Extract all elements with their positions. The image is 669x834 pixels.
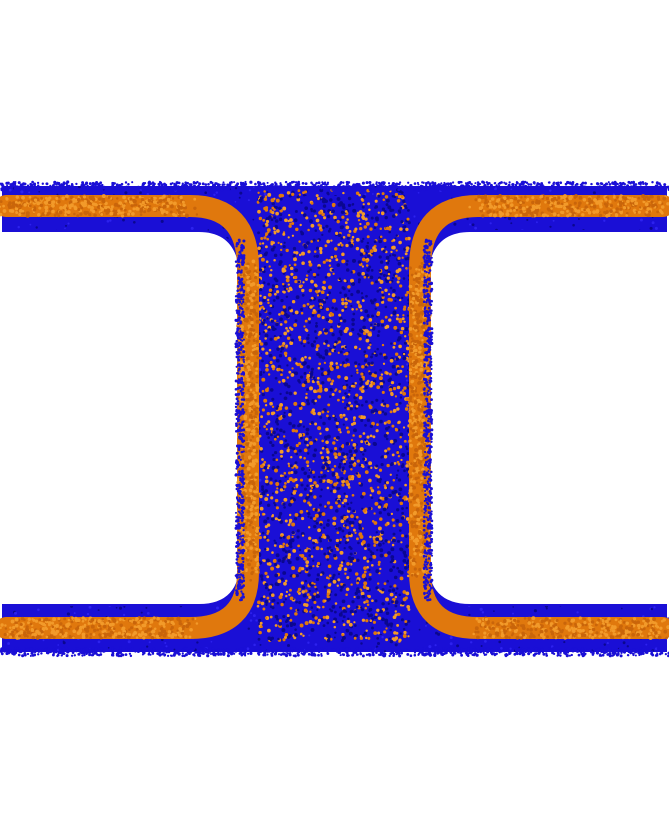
tail-band-top-right	[409, 195, 669, 639]
membrane-structure	[0, 180, 669, 658]
tail-speckles	[0, 194, 669, 640]
tail-bands	[0, 195, 669, 639]
edge-particles	[0, 180, 669, 658]
tail-band-top-left	[0, 195, 259, 639]
core-speckles	[256, 188, 412, 644]
